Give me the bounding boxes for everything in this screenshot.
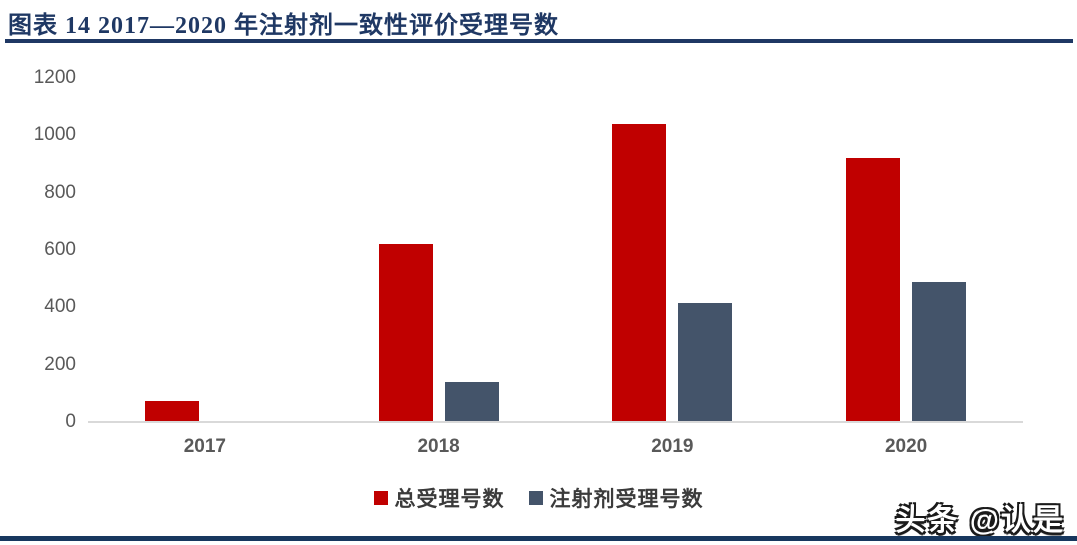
- chart-title: 图表 14 2017—2020 年注射剂一致性评价受理号数: [8, 13, 559, 39]
- y-tick-label: 1200: [33, 67, 76, 88]
- toutiao-watermark: 头条 @认是: [895, 504, 1065, 537]
- x-tick-label: 2017: [183, 436, 227, 457]
- legend-label-injection: 注射剂受理号数: [549, 487, 704, 511]
- x-tick-label: 2018: [417, 436, 460, 457]
- legend: 总受理号数 注射剂受理号数: [0, 483, 1077, 513]
- bottom-rule: [0, 536, 1077, 541]
- legend-swatch-red: [373, 491, 388, 505]
- bar-注射剂受理号数-2019: [678, 303, 733, 422]
- y-tick-label: 1000: [33, 124, 76, 146]
- bar-总受理号数-2018: [378, 244, 433, 422]
- bar-总受理号数-2019: [612, 123, 667, 422]
- y-tick-label: 800: [44, 181, 76, 203]
- y-tick-label: 400: [44, 296, 76, 318]
- legend-item-total: 总受理号数: [373, 483, 505, 513]
- y-tick-label: 0: [65, 411, 76, 432]
- title-underline: [5, 39, 1073, 43]
- x-axis-line: [88, 421, 1023, 423]
- bar-总受理号数-2020: [846, 158, 901, 422]
- legend-item-injection: 注射剂受理号数: [528, 483, 704, 513]
- y-tick-label: 600: [44, 239, 76, 260]
- legend-label-total: 总受理号数: [394, 487, 505, 511]
- plot-area: [88, 78, 1023, 422]
- bar-总受理号数-2017: [144, 400, 199, 422]
- bar-注射剂受理号数-2020: [912, 281, 967, 422]
- x-tick-label: 2019: [651, 436, 694, 457]
- x-tick-label: 2020: [884, 436, 928, 457]
- legend-swatch-slate: [528, 491, 543, 505]
- y-tick-label: 200: [44, 353, 76, 375]
- bar-注射剂受理号数-2018: [444, 381, 499, 422]
